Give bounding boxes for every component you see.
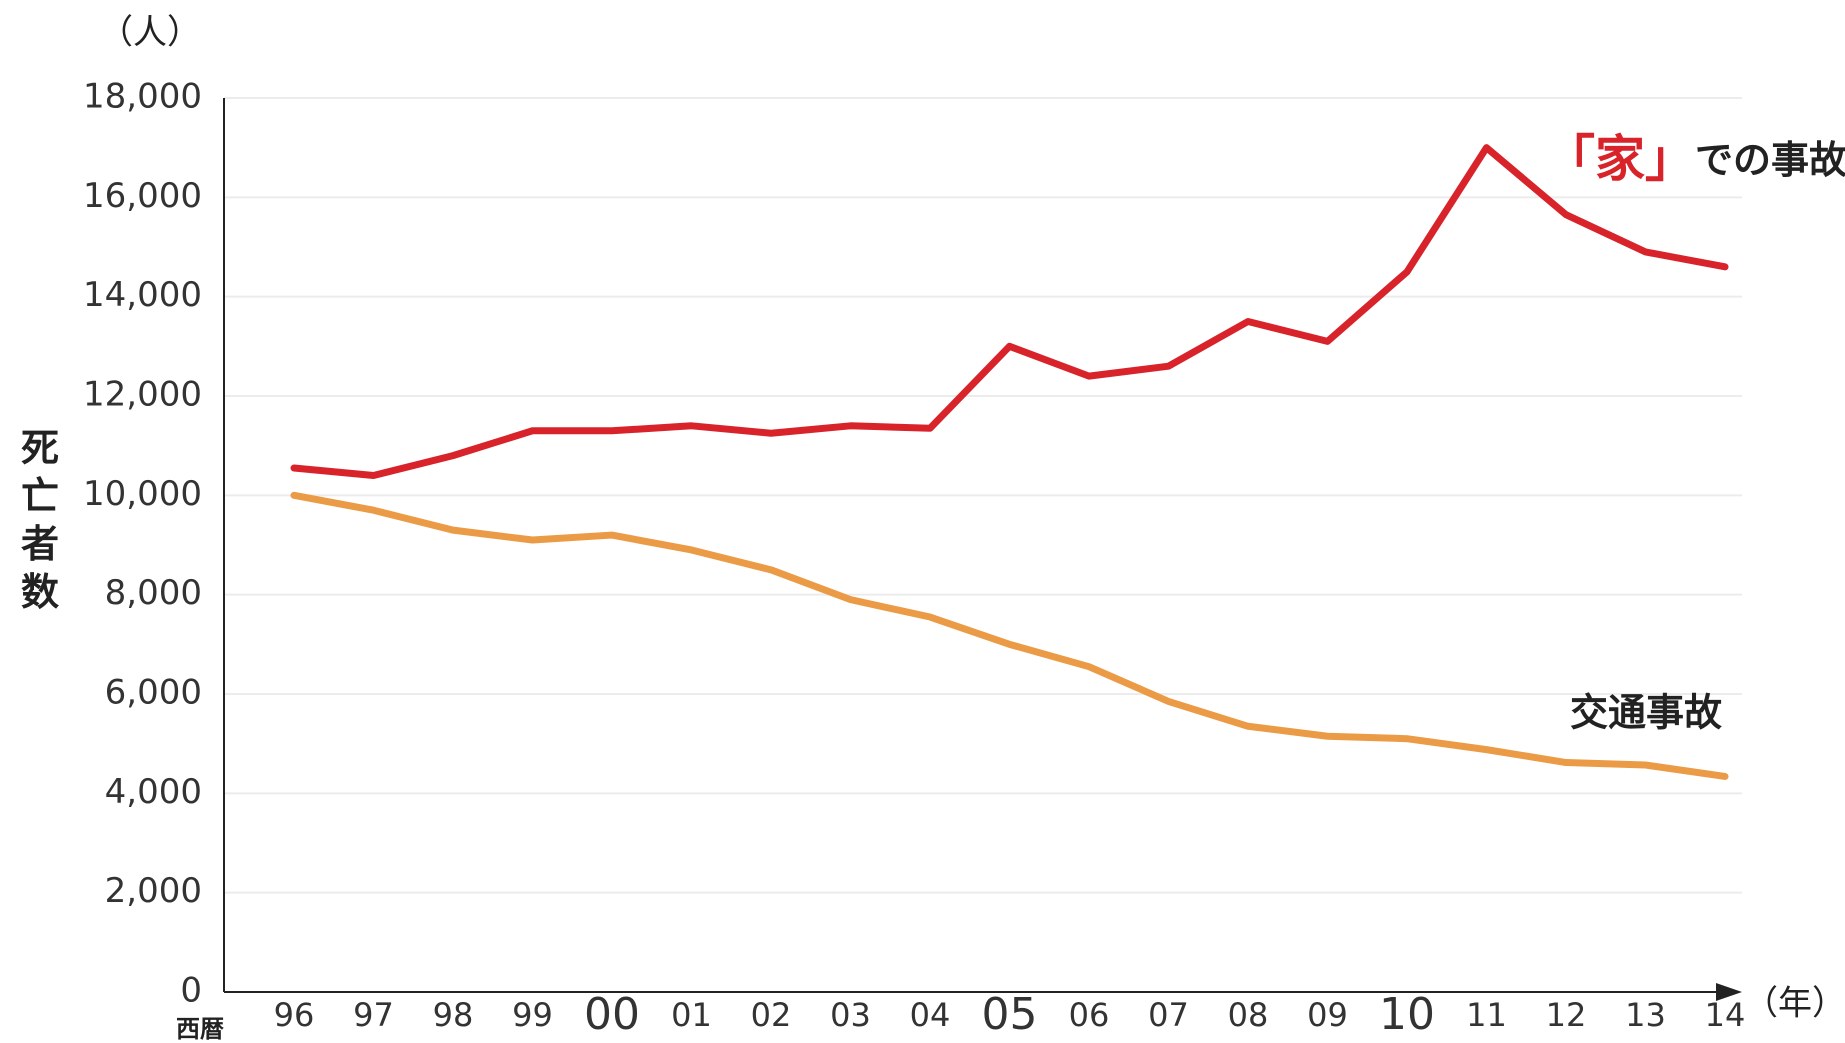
- y-tick-label: 16,000: [83, 176, 202, 216]
- x-tick-label: 08: [1228, 996, 1269, 1034]
- series-label: 「家」での事故: [1545, 130, 1845, 188]
- x-tick-label: 03: [830, 996, 871, 1034]
- y-tick-label: 8,000: [105, 573, 202, 613]
- y-tick-label: 6,000: [105, 673, 202, 713]
- x-tick-label: 12: [1546, 996, 1587, 1034]
- series-line: [290, 144, 1729, 479]
- x-tick-label: 97: [353, 996, 394, 1034]
- x-tick-label: 96: [274, 996, 315, 1034]
- x-tick-label: 04: [910, 996, 951, 1034]
- x-axis-prefix: 西暦: [176, 1015, 224, 1043]
- x-axis-arrow: [1716, 983, 1742, 1001]
- x-tick-label: 09: [1307, 996, 1348, 1034]
- x-tick-label: 14: [1705, 996, 1746, 1034]
- unit-label: （人）: [99, 13, 201, 53]
- y-tick-label: 12,000: [83, 375, 202, 415]
- y-tick-label: 2,000: [105, 871, 202, 911]
- x-tick-label: 00: [584, 989, 640, 1040]
- x-tick-label: 05: [982, 989, 1038, 1040]
- x-tick-label: 13: [1625, 996, 1666, 1034]
- x-tick-label: 07: [1148, 996, 1189, 1034]
- y-tick-label: 4,000: [105, 772, 202, 812]
- y-axis-label: 死亡者数: [21, 426, 59, 614]
- x-tick-label: 02: [751, 996, 792, 1034]
- series-line: [290, 491, 1729, 780]
- x-tick-label: 98: [433, 996, 474, 1034]
- y-tick-label: 10,000: [83, 474, 202, 514]
- y-tick-label: 14,000: [83, 275, 202, 315]
- x-tick-label: 01: [671, 996, 712, 1034]
- series-label: 交通事故: [1570, 691, 1722, 735]
- x-tick-label: 99: [512, 996, 553, 1034]
- x-tick-label: 10: [1379, 989, 1435, 1040]
- x-axis-unit: （年）: [1744, 984, 1845, 1024]
- x-tick-label: 06: [1069, 996, 1110, 1034]
- y-tick-label: 18,000: [83, 77, 202, 117]
- y-tick-label: 0: [180, 971, 202, 1011]
- x-tick-label: 11: [1466, 996, 1507, 1034]
